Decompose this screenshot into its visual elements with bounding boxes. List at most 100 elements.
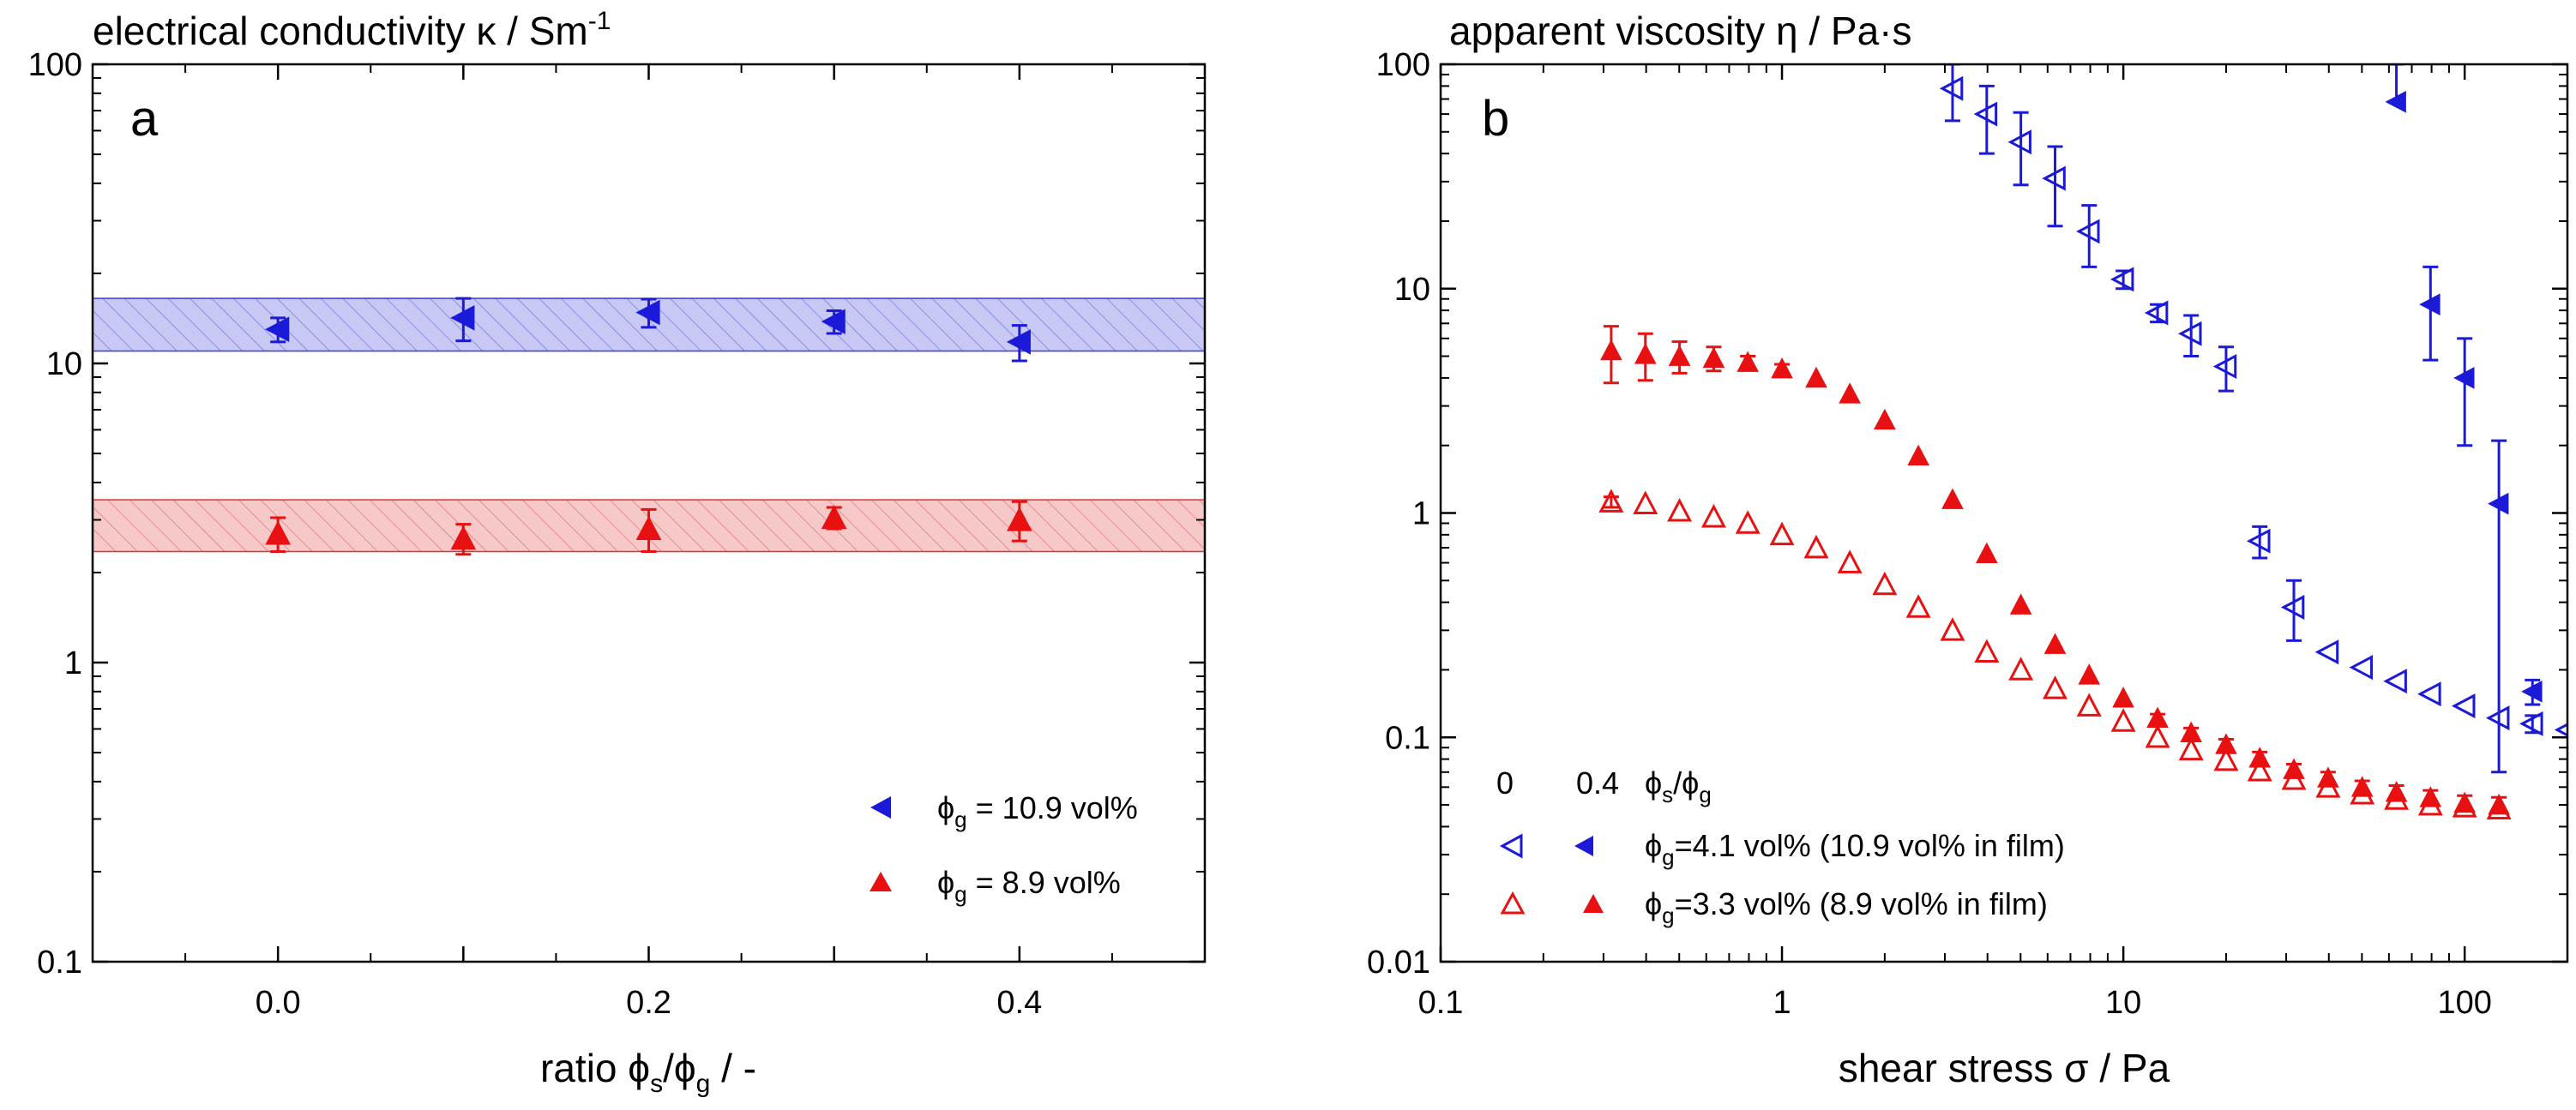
x-tick-label: 0.4 bbox=[996, 985, 1042, 1021]
data-point bbox=[1736, 351, 1760, 372]
data-point bbox=[1600, 339, 1622, 361]
y-tick-label: 100 bbox=[28, 47, 82, 83]
data-point bbox=[2145, 724, 2170, 748]
data-point bbox=[1735, 510, 1760, 534]
data-point bbox=[2146, 706, 2169, 728]
legend-header-open: 0 bbox=[1496, 765, 1514, 801]
panel-a-xlabel: ratio ϕs/ϕg / - bbox=[540, 1046, 756, 1098]
data-point bbox=[2519, 711, 2543, 736]
y-tick-label: 1 bbox=[1412, 496, 1430, 532]
data-point bbox=[1769, 521, 1795, 546]
data-point bbox=[2419, 293, 2441, 316]
panel-b-ylabel: apparent viscosity η / Pa·s bbox=[1449, 9, 1911, 53]
data-point bbox=[2383, 669, 2407, 694]
data-point bbox=[2110, 267, 2134, 292]
data-point bbox=[2248, 747, 2272, 768]
data-point bbox=[635, 515, 662, 541]
data-point bbox=[1668, 345, 1691, 366]
data-point bbox=[2043, 675, 2067, 699]
legend-header-ratio: ϕs/ϕg bbox=[1645, 765, 1712, 807]
data-point bbox=[635, 299, 660, 326]
data-point bbox=[265, 316, 290, 343]
data-point bbox=[1939, 75, 1964, 101]
data-point bbox=[1007, 507, 1032, 531]
data-point bbox=[2009, 593, 2032, 615]
legend-marker-red bbox=[870, 872, 892, 891]
data-point bbox=[2280, 595, 2305, 620]
data-point bbox=[1837, 549, 1863, 573]
legend-marker-blue bbox=[870, 796, 891, 819]
data-point bbox=[1006, 329, 1031, 355]
error-bar bbox=[2218, 345, 2234, 393]
error-bar bbox=[2252, 525, 2268, 560]
legend-label-red: ϕg=3.3 vol% (8.9 vol% in film) bbox=[1645, 886, 2048, 928]
data-point bbox=[2521, 680, 2543, 703]
data-point bbox=[2078, 663, 2101, 685]
x-tick-label: 1 bbox=[1773, 985, 1791, 1021]
panel-a-ticks: 0.0 0.2 0.4 0.1 1 10 100 bbox=[28, 47, 1205, 1021]
data-point bbox=[2178, 736, 2204, 761]
data-point bbox=[1976, 542, 1998, 564]
error-bar bbox=[1603, 495, 1619, 509]
data-point bbox=[2112, 687, 2134, 708]
legend-marker-blue-filled bbox=[1574, 836, 1593, 856]
panel-b-frame bbox=[1439, 63, 2569, 963]
data-point bbox=[2417, 681, 2441, 707]
data-point bbox=[2177, 321, 2202, 346]
data-point bbox=[1700, 503, 1726, 528]
data-point bbox=[2350, 776, 2374, 797]
data-point bbox=[2076, 219, 2100, 244]
panel-a: electrical conductivity κ / Sm-1 a 0.0 0.… bbox=[28, 7, 1207, 1098]
y-tick-label: 10 bbox=[1394, 272, 1430, 308]
data-point bbox=[2144, 300, 2169, 326]
data-point bbox=[2246, 528, 2271, 554]
data-point bbox=[1771, 357, 1793, 379]
data-point bbox=[1974, 639, 2000, 663]
panel-b-legend: 0 0.4 ϕs/ϕg ϕg=4.1 vol% (10.9 vol% in fi… bbox=[1496, 765, 2065, 928]
data-point bbox=[2212, 354, 2237, 380]
data-point bbox=[2215, 733, 2237, 754]
y-tick-label: 0.01 bbox=[1367, 945, 1430, 981]
data-point bbox=[1805, 366, 1827, 388]
data-point bbox=[2453, 367, 2475, 389]
error-bar bbox=[2047, 145, 2063, 228]
legend-label-blue: ϕg=4.1 vol% (10.9 vol% in film) bbox=[1645, 828, 2065, 870]
data-point bbox=[450, 525, 477, 550]
data-point bbox=[2488, 492, 2509, 515]
data-point bbox=[1839, 382, 1861, 404]
data-point bbox=[265, 520, 291, 545]
data-point bbox=[2042, 165, 2066, 191]
data-point bbox=[2451, 693, 2476, 719]
data-point bbox=[2283, 758, 2305, 779]
x-tick-label: 0.0 bbox=[256, 985, 301, 1021]
panel-b-data bbox=[1598, 64, 2567, 819]
data-point bbox=[1702, 346, 1725, 369]
data-point bbox=[2008, 657, 2034, 681]
x-tick-label: 10 bbox=[2105, 985, 2141, 1021]
data-point bbox=[2180, 721, 2203, 743]
error-bar bbox=[2183, 314, 2200, 358]
data-point bbox=[1872, 571, 1898, 596]
data-point bbox=[450, 305, 475, 331]
x-tick-label: 0.2 bbox=[626, 985, 671, 1021]
data-point bbox=[2453, 791, 2477, 813]
x-tick-label: 100 bbox=[2437, 985, 2491, 1021]
data-point bbox=[1634, 343, 1657, 364]
panel-a-ylabel: electrical conductivity κ / Sm-1 bbox=[93, 7, 611, 53]
legend-label-red: ϕg = 8.9 vol% bbox=[937, 865, 1121, 907]
legend-marker-red-open bbox=[1500, 891, 1526, 915]
y-tick-label: 10 bbox=[46, 346, 82, 382]
panel-a-legend: ϕg = 10.9 vol% ϕg = 8.9 vol% bbox=[870, 790, 1138, 907]
data-point bbox=[1598, 489, 1624, 513]
y-tick-label: 0.1 bbox=[37, 945, 82, 981]
panel-a-letter: a bbox=[130, 91, 159, 147]
legend-marker-red-filled bbox=[1583, 894, 1604, 913]
y-tick-label: 100 bbox=[1376, 47, 1430, 83]
data-point bbox=[2007, 129, 2031, 155]
data-point bbox=[2076, 693, 2102, 717]
data-point bbox=[1905, 594, 1931, 618]
data-point bbox=[1667, 498, 1693, 522]
panel-b-letter: b bbox=[1482, 91, 1509, 147]
error-bar bbox=[2457, 337, 2473, 447]
